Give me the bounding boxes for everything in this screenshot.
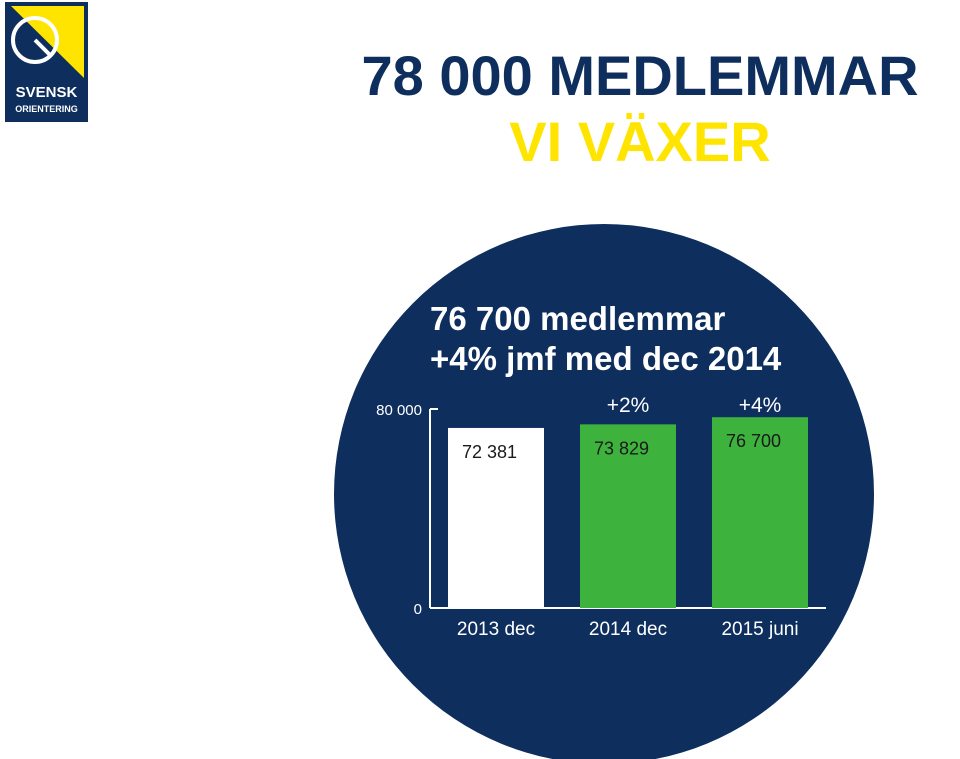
change-label: +2%: [607, 394, 650, 417]
logo-text-orientering: ORIENTERING: [15, 104, 78, 114]
chart-title: 76 700 medlemmar: [430, 300, 726, 337]
x-tick-label: 2013 dec: [457, 619, 535, 640]
bar-2: [580, 424, 676, 608]
x-tick-label: 2014 dec: [589, 619, 667, 640]
logo-text-svensk: SVENSK: [16, 84, 78, 101]
chart-bars: [448, 417, 808, 608]
chart-labels: 72 381 2013 dec 73 829 2014 dec +2% 76 700 201…: [457, 394, 799, 640]
headline-growing: VI VÄXER: [509, 110, 771, 173]
bar-value-label: 73 829: [594, 438, 649, 458]
compass-needle-icon: [33, 38, 53, 58]
y-tick-label: 0: [414, 601, 422, 618]
x-tick-label: 2015 juni: [721, 619, 798, 640]
bar-value-label: 72 381: [462, 442, 517, 462]
bar-1: [448, 427, 544, 608]
y-tick-label: 80 000: [376, 402, 422, 419]
bar-value-label: 76 700: [726, 431, 781, 451]
svensk-orientering-logo: SVENSK ORIENTERING: [5, 2, 88, 122]
compass-icon: [11, 16, 59, 64]
bar-3: [712, 417, 808, 608]
headline-members: 78 000 MEDLEMMAR: [361, 44, 919, 107]
logo-yellow-triangle: [11, 6, 84, 78]
change-label: +4%: [739, 394, 782, 417]
chart-subtitle: +4% jmf med dec 2014: [430, 340, 782, 377]
